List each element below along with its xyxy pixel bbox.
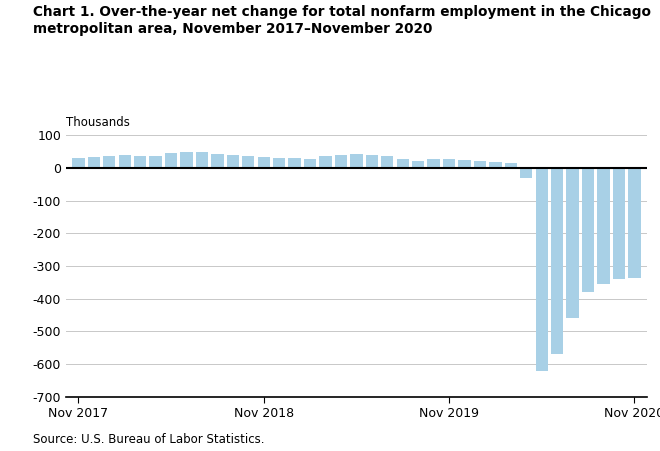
Bar [551,168,564,354]
Bar [211,154,224,168]
Bar [397,159,409,168]
Bar [412,161,424,168]
Bar [165,153,178,168]
Bar [535,168,548,371]
Bar [180,152,193,168]
Bar [257,156,270,168]
Bar [597,168,610,284]
Bar [350,154,362,168]
Text: Source: U.S. Bureau of Labor Statistics.: Source: U.S. Bureau of Labor Statistics. [33,433,265,446]
Bar [88,156,100,168]
Bar [505,163,517,168]
Bar [134,156,147,168]
Text: Thousands: Thousands [66,115,130,129]
Text: Chart 1. Over-the-year net change for total nonfarm employment in the Chicago
me: Chart 1. Over-the-year net change for to… [33,5,651,36]
Bar [242,156,255,168]
Bar [443,159,455,168]
Bar [474,161,486,168]
Bar [319,156,332,168]
Bar [335,155,347,168]
Bar [119,155,131,168]
Bar [196,152,208,168]
Bar [149,156,162,168]
Bar [103,156,115,168]
Bar [226,155,239,168]
Bar [520,168,533,178]
Bar [458,160,471,168]
Bar [381,156,393,168]
Bar [628,168,641,277]
Bar [582,168,594,292]
Bar [273,157,285,168]
Bar [288,158,301,168]
Bar [566,168,579,318]
Bar [72,158,84,168]
Bar [428,160,440,168]
Bar [489,162,502,168]
Bar [613,168,625,279]
Bar [366,155,378,168]
Bar [304,158,316,168]
